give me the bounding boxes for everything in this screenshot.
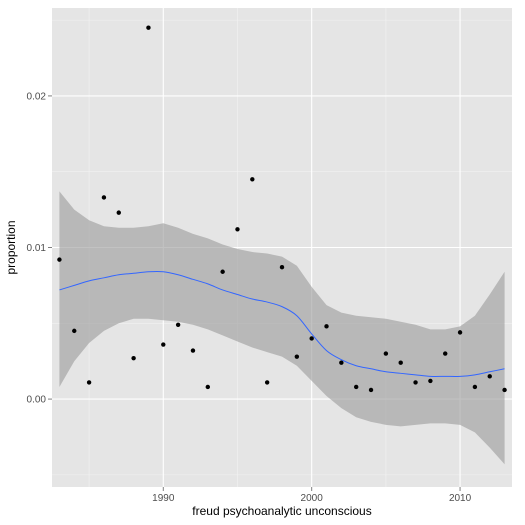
x-axis-ticks: 1990 2000 2010 [152,487,472,504]
data-point [413,380,418,385]
data-point [294,354,300,359]
data-point [472,384,478,390]
data-point [309,336,314,341]
data-point [443,351,448,356]
data-point [116,210,121,215]
data-point [220,269,225,274]
y-tick-label: 0.00 [27,395,47,406]
data-point [502,387,507,393]
data-point [457,330,463,335]
data-point [190,348,196,353]
x-tick-label: 2010 [449,493,472,504]
data-point [175,322,181,328]
y-axis-ticks: 0.00 0.01 0.02 [27,91,52,406]
data-point [324,324,329,329]
data-point [487,374,492,379]
data-point [57,257,62,262]
data-point [101,195,107,200]
data-point [250,177,255,182]
y-axis-title: proportion [4,220,18,274]
smooth-trend-line [59,270,505,377]
data-point [428,378,433,384]
data-point [131,355,136,361]
data-points [57,25,507,393]
data-point [368,387,374,393]
data-point [72,328,77,334]
data-point [339,360,344,365]
confidence-band [59,191,505,465]
data-point [383,351,389,356]
data-point [353,384,359,390]
data-point [398,360,403,365]
data-point [264,380,270,385]
data-point [161,342,166,347]
x-tick-label: 2000 [301,493,324,504]
y-tick-label: 0.01 [27,243,47,254]
x-tick-label: 1990 [152,493,175,504]
data-point [279,265,285,270]
x-axis-title: freud psychoanalytic unconscious [192,504,371,518]
data-point [205,384,211,390]
y-tick-label: 0.02 [27,91,47,102]
data-point [146,25,151,30]
data-point [235,227,240,232]
data-point [86,380,92,385]
